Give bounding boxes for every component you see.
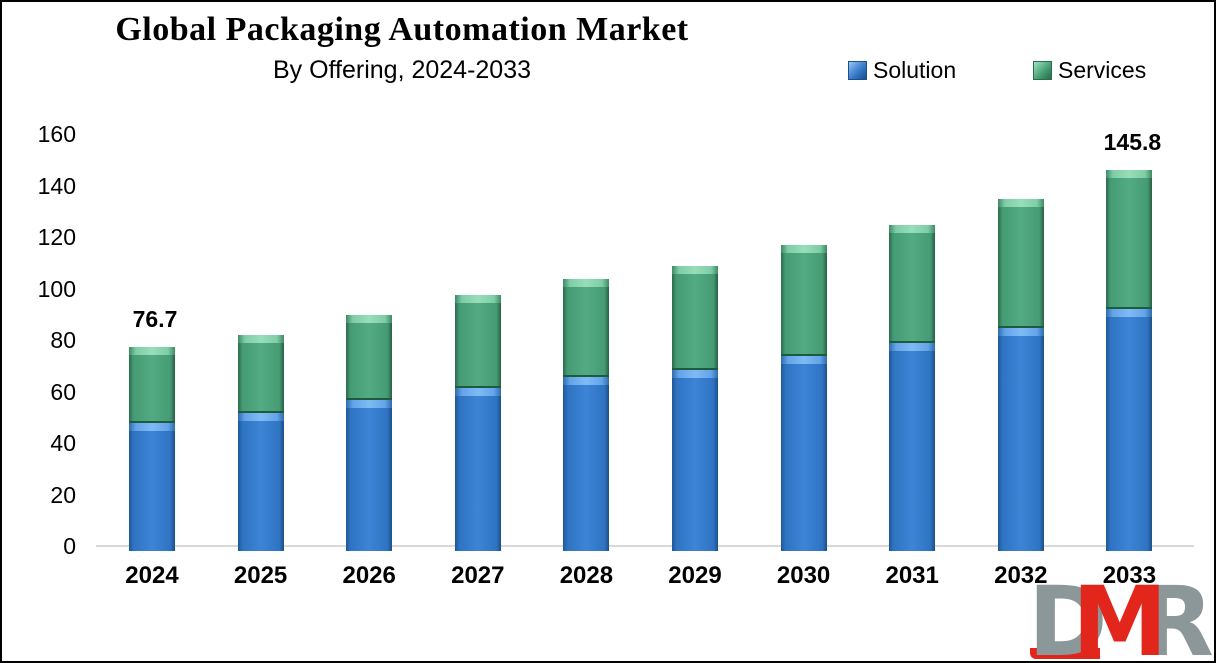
y-tick-label: 20 xyxy=(50,481,76,508)
x-axis-label: 2028 xyxy=(559,562,614,589)
bar-bevel-highlight xyxy=(129,423,175,432)
y-tick-label: 60 xyxy=(50,378,76,405)
bar-segment-solution xyxy=(563,376,610,551)
bar-bevel-highlight xyxy=(889,342,936,351)
bar-segment-services xyxy=(563,279,610,377)
bar-segment-services xyxy=(672,265,718,370)
bar-segment-services xyxy=(454,295,501,388)
bar-segment-services xyxy=(997,199,1044,328)
bar-bevel-highlight xyxy=(563,376,610,385)
y-tick-label: 0 xyxy=(63,533,76,559)
solution-swatch-icon xyxy=(848,60,867,80)
bar-bevel-highlight xyxy=(1106,169,1153,178)
bar-segment-services xyxy=(237,334,284,413)
bar-bevel-highlight xyxy=(563,279,610,288)
bar-bevel-highlight xyxy=(346,315,393,324)
y-tick-label: 100 xyxy=(37,275,76,302)
x-axis-label: 2029 xyxy=(668,562,722,589)
bar-bevel-highlight xyxy=(237,412,284,421)
bar-bevel-highlight xyxy=(672,265,718,274)
bar-bevel-highlight xyxy=(672,369,718,378)
bar-segment-solution xyxy=(454,387,501,551)
y-tick-label: 40 xyxy=(50,430,76,456)
logo-letter-d: D xyxy=(1028,566,1108,663)
services-swatch-icon xyxy=(1033,60,1052,80)
bar-total-label: 145.8 xyxy=(1103,128,1162,155)
x-axis-label: 2027 xyxy=(451,562,505,589)
bar-segment-services xyxy=(1106,169,1153,310)
legend-label-services: Services xyxy=(1058,57,1147,83)
legend-item-solution: Solution xyxy=(848,57,956,83)
bar-bevel-highlight xyxy=(129,347,175,356)
bar-bevel-highlight xyxy=(780,244,827,253)
y-tick-label: 160 xyxy=(37,121,76,147)
bar-segment-solution xyxy=(889,342,936,551)
x-axis-label: 2025 xyxy=(233,562,288,589)
chart-subtitle: By Offering, 2024-2033 xyxy=(272,56,532,84)
x-axis-label: 2024 xyxy=(125,562,179,589)
y-tick-label: 120 xyxy=(37,224,76,250)
bar-segment-solution xyxy=(997,327,1044,551)
bar-bevel-highlight xyxy=(237,334,284,343)
bar-segment-solution xyxy=(780,355,827,551)
x-axis-label: 2031 xyxy=(885,562,939,589)
bar-segment-services xyxy=(889,224,936,343)
legend-label-solution: Solution xyxy=(873,57,957,83)
bar-bevel-highlight xyxy=(454,295,501,304)
bar-bevel-highlight xyxy=(780,355,827,364)
logo-letter-r: R xyxy=(1140,566,1214,663)
bar-segment-solution xyxy=(1106,309,1153,551)
x-axis-label: 2032 xyxy=(994,562,1048,589)
x-axis-label: 2033 xyxy=(1102,562,1157,589)
bar-segment-services xyxy=(129,347,175,424)
bar-segment-solution xyxy=(237,412,284,551)
y-tick-label: 80 xyxy=(50,327,76,353)
bar-bevel-highlight xyxy=(1106,309,1153,318)
bar-bevel-highlight xyxy=(997,327,1044,336)
logo-letter-m: M xyxy=(1072,566,1168,663)
bar-segment-solution xyxy=(129,423,175,551)
bar-segment-services xyxy=(780,244,827,356)
logo-red-stroke xyxy=(1030,648,1100,659)
bar-segment-services xyxy=(346,315,393,401)
bar-bevel-highlight xyxy=(346,400,393,409)
x-axis-label: 2026 xyxy=(342,562,396,589)
y-tick-label: 140 xyxy=(37,172,76,199)
legend-item-services: Services xyxy=(1033,57,1146,83)
dmr-logo: D M R xyxy=(1022,566,1214,663)
x-axis-label: 2030 xyxy=(776,562,831,589)
x-axis-line xyxy=(96,545,1194,547)
bar-total-label: 76.7 xyxy=(132,306,178,333)
bar-segment-solution xyxy=(346,400,393,551)
bar-bevel-highlight xyxy=(889,224,936,233)
bar-segment-solution xyxy=(672,369,718,551)
bar-bevel-highlight xyxy=(997,199,1044,208)
bar-bevel-highlight xyxy=(454,387,501,396)
chart-title: Global Packaging Automation Market xyxy=(115,11,689,48)
